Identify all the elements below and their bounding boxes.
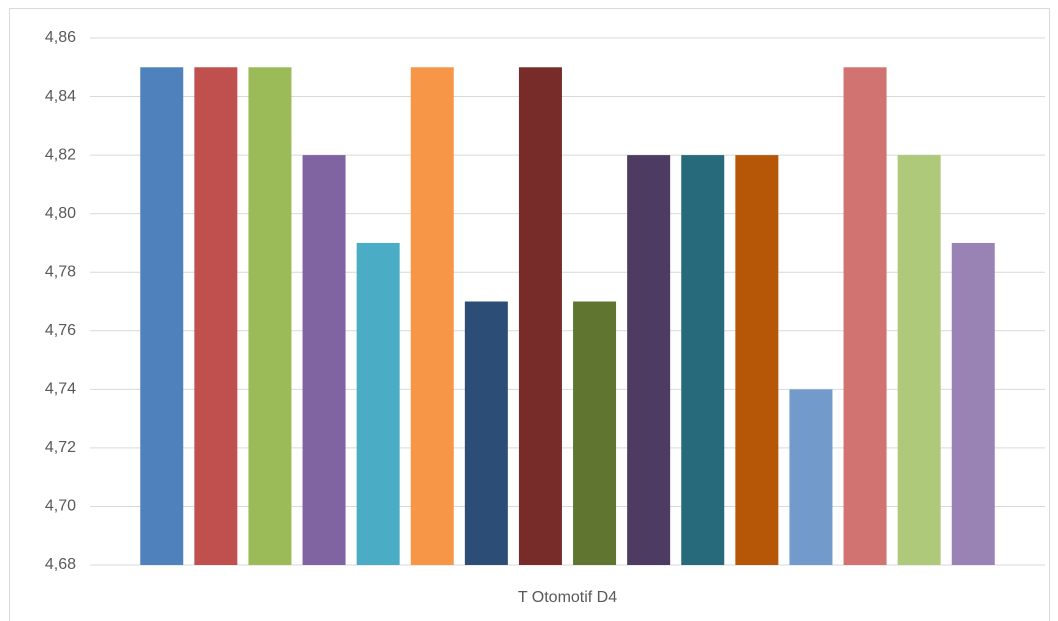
x-tick-label: T Otomotif D4	[518, 589, 617, 606]
bar	[681, 155, 725, 565]
bar	[464, 301, 508, 565]
bar	[843, 67, 887, 566]
y-tick-label: 4,76	[45, 322, 76, 339]
y-tick-label: 4,86	[45, 29, 76, 46]
bar	[735, 155, 779, 565]
bar	[356, 242, 400, 565]
bar	[627, 155, 671, 565]
chart-border	[9, 8, 1050, 621]
bar	[789, 389, 833, 565]
bar	[951, 242, 995, 565]
bar	[140, 67, 184, 566]
y-tick-label: 4,68	[45, 556, 76, 573]
y-tick-label: 4,74	[45, 381, 76, 398]
y-tick-label: 4,84	[45, 88, 76, 105]
y-tick-label: 4,78	[45, 263, 76, 280]
bar	[573, 301, 617, 565]
bar	[518, 67, 562, 566]
y-tick-label: 4,82	[45, 146, 76, 163]
bar	[194, 67, 238, 566]
y-tick-label: 4,80	[45, 205, 76, 222]
y-tick-label: 4,72	[45, 439, 76, 456]
bar	[302, 155, 346, 565]
bar	[410, 67, 454, 566]
bar	[248, 67, 292, 566]
bar	[897, 155, 941, 565]
y-tick-label: 4,70	[45, 498, 76, 515]
